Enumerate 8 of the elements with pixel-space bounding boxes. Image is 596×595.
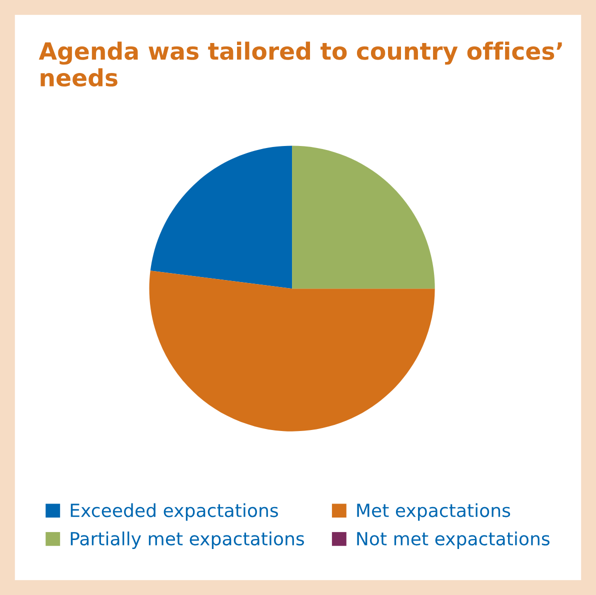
legend-label: Exceeded expactations [70,503,278,521]
legend-label: Partially met expactations [70,532,304,549]
pie-slice [149,270,435,432]
legend-label: Met expactations [357,503,510,521]
pie-slice [150,146,292,289]
legend-label: Not met expactations [357,532,550,549]
chart-title: Agenda was tailored to country offices’ needs [38,42,562,87]
pie-slice [292,146,435,289]
